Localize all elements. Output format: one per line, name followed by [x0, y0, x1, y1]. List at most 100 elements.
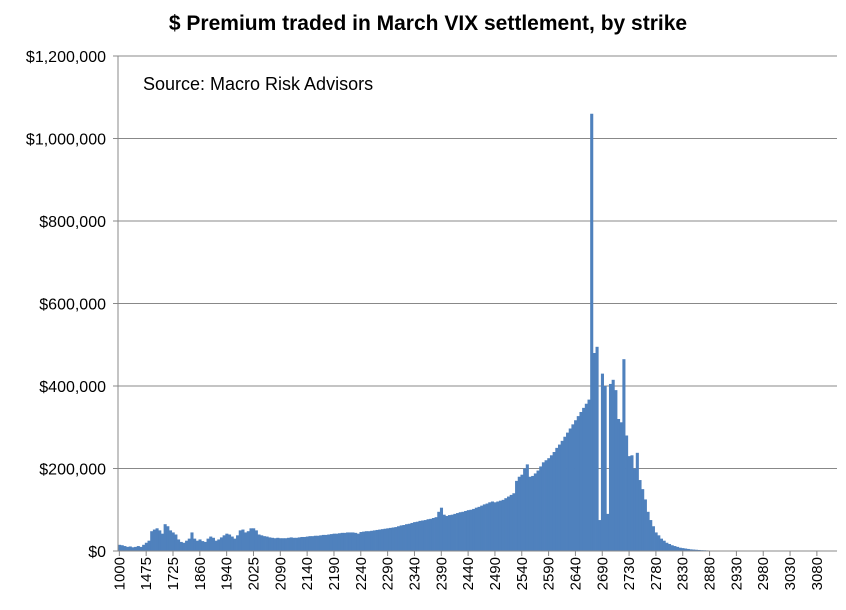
bar	[276, 537, 280, 551]
x-tick-label: 3030	[782, 557, 799, 590]
bar	[413, 522, 417, 552]
bar	[509, 494, 513, 551]
bar	[335, 533, 339, 551]
bar	[321, 534, 325, 551]
bar	[582, 407, 586, 551]
x-tick-label: 2540	[514, 557, 531, 590]
bar	[158, 530, 162, 552]
bar	[179, 541, 183, 551]
bar	[214, 540, 218, 551]
bar	[587, 399, 591, 551]
bar	[388, 527, 393, 551]
bar	[512, 493, 516, 551]
x-tick-label: 2640	[567, 557, 584, 590]
bar	[544, 460, 548, 551]
bar	[136, 546, 140, 551]
bar	[421, 520, 425, 551]
bar	[308, 536, 312, 551]
bar	[659, 538, 664, 552]
bar	[206, 538, 210, 552]
bar	[611, 379, 615, 551]
bar	[439, 507, 444, 551]
bar	[397, 526, 401, 551]
x-tick-label: 2440	[460, 557, 477, 590]
bar	[203, 541, 207, 551]
bar	[568, 428, 572, 551]
bar	[359, 532, 363, 551]
bar	[649, 520, 653, 551]
y-tick-label: $400,000	[39, 379, 106, 396]
bar	[372, 530, 376, 552]
bar	[641, 489, 645, 552]
bar	[638, 480, 642, 551]
y-tick-label: $600,000	[39, 297, 106, 314]
bar	[249, 528, 253, 551]
y-tick-label: $1,200,000	[26, 49, 106, 66]
bar	[625, 435, 629, 551]
bar	[549, 455, 554, 551]
bar	[260, 535, 264, 551]
x-tick-label: 2390	[433, 557, 450, 590]
bar	[536, 470, 540, 551]
bar	[614, 390, 618, 552]
x-tick-label: 1475	[138, 557, 155, 590]
bar	[278, 538, 283, 551]
bar	[375, 529, 379, 551]
bar	[525, 464, 529, 552]
bar	[469, 509, 473, 551]
x-tick-label: 2240	[353, 557, 370, 590]
bar	[244, 532, 248, 551]
bar	[498, 500, 503, 551]
bar	[617, 419, 621, 551]
bar	[501, 499, 505, 551]
bar	[541, 462, 545, 551]
bar	[147, 540, 151, 551]
bar	[482, 504, 486, 551]
bar	[228, 534, 232, 551]
x-tick-label: 2880	[702, 557, 719, 590]
bar	[552, 452, 556, 551]
bar	[657, 535, 661, 551]
bar	[517, 476, 521, 551]
bar	[557, 444, 562, 551]
bar	[681, 548, 685, 551]
bar	[667, 543, 672, 551]
x-tick-label: 2930	[728, 557, 745, 590]
bar	[442, 514, 446, 551]
bar	[292, 537, 296, 551]
bar	[217, 539, 221, 551]
bar	[378, 529, 382, 551]
bar	[287, 537, 291, 551]
bar	[160, 533, 165, 551]
bar	[504, 498, 508, 551]
bar	[464, 510, 468, 551]
bar	[603, 386, 607, 551]
y-tick-label: $0	[88, 544, 106, 561]
x-tick-label: 1940	[219, 557, 236, 590]
bar	[480, 505, 484, 552]
bar	[168, 530, 173, 552]
bar	[190, 532, 194, 551]
bar	[295, 537, 299, 551]
bar	[182, 542, 186, 551]
x-tick-label: 2690	[594, 557, 611, 590]
bar	[324, 534, 328, 551]
bar	[289, 537, 293, 551]
bar	[171, 532, 175, 551]
bar	[118, 544, 122, 551]
bar	[198, 539, 202, 551]
bar	[694, 549, 698, 551]
bar	[332, 533, 336, 551]
bar	[472, 508, 476, 551]
x-tick-labels: 1000 1475 1725 1860 1940 2025 2090 2140 2190 2240…	[111, 557, 826, 590]
bar	[329, 534, 334, 551]
bar	[566, 432, 570, 551]
bar	[635, 452, 639, 551]
bar	[284, 538, 288, 551]
bar	[233, 538, 237, 552]
bar	[362, 531, 366, 551]
bar	[560, 440, 564, 551]
bar	[450, 514, 454, 551]
bar	[139, 546, 143, 552]
bar	[300, 536, 304, 551]
